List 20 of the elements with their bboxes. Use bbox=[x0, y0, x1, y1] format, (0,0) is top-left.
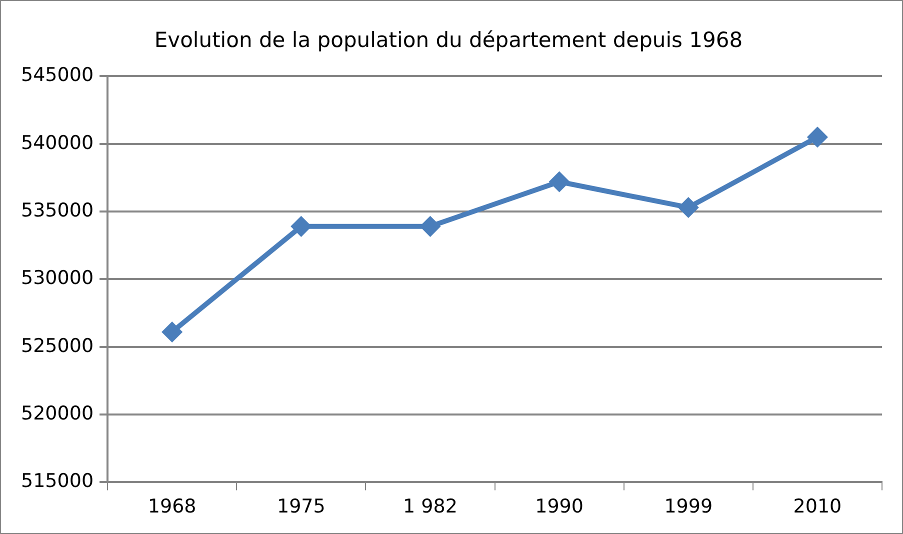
x-tick-label: 1990 bbox=[535, 496, 584, 518]
x-tick-label: 1975 bbox=[276, 496, 326, 518]
y-tick-label: 540000 bbox=[21, 132, 94, 154]
y-tick-label: 520000 bbox=[21, 402, 94, 424]
y-tick-label: 535000 bbox=[21, 199, 94, 222]
point bbox=[162, 322, 182, 342]
chart-title: Evolution de la population du département depuis 1968 bbox=[154, 28, 743, 52]
x-tick-label: 1968 bbox=[148, 496, 196, 518]
x-tick-label: 1999 bbox=[664, 496, 713, 518]
point bbox=[808, 128, 827, 147]
point bbox=[678, 198, 698, 217]
y-tick-label: 530000 bbox=[21, 267, 94, 290]
point bbox=[292, 216, 311, 236]
y-tick-label: 545000 bbox=[21, 64, 94, 86]
x-tick-label: 2010 bbox=[793, 496, 842, 518]
point bbox=[420, 216, 440, 236]
x-tick-label: 1 982 bbox=[403, 496, 458, 518]
point bbox=[550, 172, 569, 192]
y-tick-label: 525000 bbox=[21, 334, 94, 357]
y-tick-label: 515000 bbox=[21, 470, 94, 492]
